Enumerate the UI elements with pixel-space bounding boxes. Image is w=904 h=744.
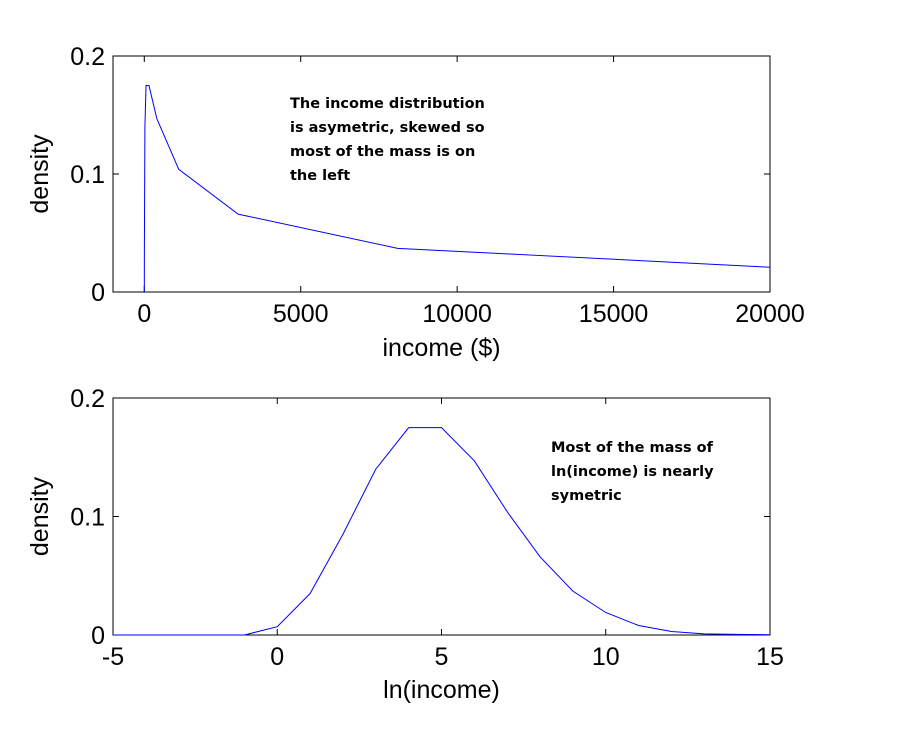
axes-frame (112, 55, 771, 293)
y-tick-label: 0.1 (70, 504, 105, 532)
y-tick-label: 0 (91, 279, 105, 307)
x-tick-label: 0 (270, 643, 284, 671)
x-tick-label: 10 (592, 643, 620, 671)
annotation-text: ln(income) is nearly (551, 464, 714, 480)
y-axis-label: density (26, 134, 54, 214)
y-tick-label: 0.2 (70, 385, 105, 413)
x-tick-label: 10000 (422, 300, 492, 328)
annotation-text: Most of the mass of (551, 440, 714, 456)
y-tick-label: 0.2 (70, 43, 105, 71)
x-tick-label: 15000 (579, 300, 649, 328)
x-tick-label: 15 (756, 643, 784, 671)
x-tick-label: 5000 (273, 300, 329, 328)
axes-frame (112, 397, 771, 636)
annotation-text: is asymetric, skewed so (290, 120, 485, 136)
y-tick-label: 0.1 (70, 161, 105, 189)
x-tick-label: -5 (102, 643, 124, 671)
x-tick-label: 0 (137, 300, 151, 328)
top-chart: 0 5000 10000 15000 20000 0 0.1 0.2 income ($) den… (26, 43, 805, 362)
y-axis-label: density (26, 476, 54, 556)
annotation-text: the left (290, 168, 350, 184)
series-line (143, 85, 771, 293)
y-tick-label: 0 (91, 622, 105, 650)
x-axis-label: income ($) (382, 334, 500, 362)
annotation-text: symetric (551, 488, 622, 504)
series-line (113, 427, 771, 636)
annotation-text: The income distribution (290, 96, 485, 112)
annotation-text: most of the mass is on (290, 144, 475, 160)
x-tick-label: 5 (435, 643, 449, 671)
x-tick-label: 20000 (735, 300, 805, 328)
x-axis-label: ln(income) (383, 676, 500, 704)
